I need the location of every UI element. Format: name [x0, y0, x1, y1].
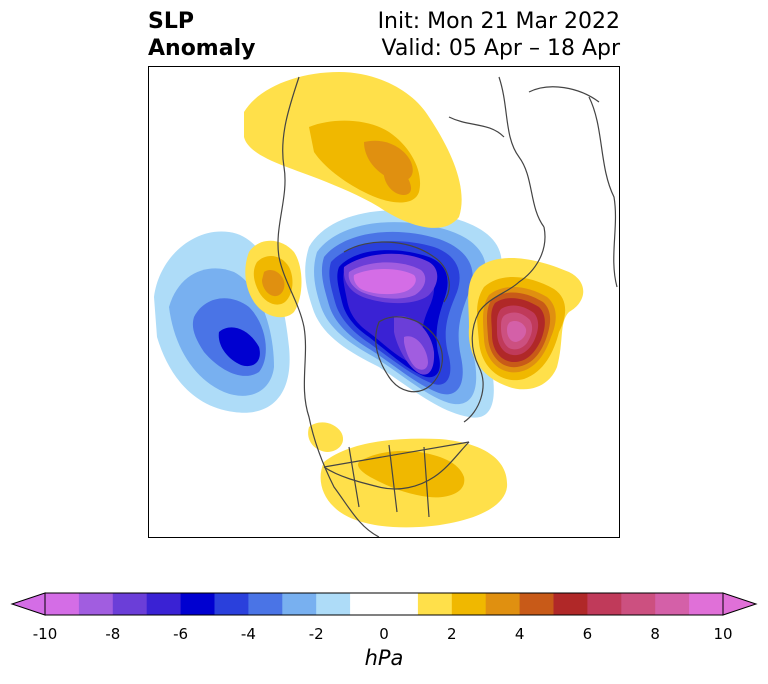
date-info: Init: Mon 21 Mar 2022 Valid: 05 Apr – 18… — [378, 8, 620, 62]
colorbar-tick-label: -4 — [240, 625, 256, 643]
colorbar — [10, 592, 758, 616]
slp-anomaly-map — [148, 66, 620, 538]
canada-low-contours — [305, 210, 502, 418]
colorbar-tick-label: 8 — [650, 625, 660, 643]
colorbar-tick-label: -10 — [32, 625, 58, 643]
colorbar-swatch — [248, 593, 283, 615]
alaska-high-contours — [245, 240, 302, 318]
colorbar-swatch — [214, 593, 249, 615]
colorbar-swatch — [451, 593, 487, 615]
colorbar-swatch — [384, 593, 419, 615]
colorbar-swatch — [350, 593, 385, 615]
colorbar-swatch — [112, 593, 148, 615]
title-line-1: SLP — [148, 9, 194, 34]
atlantic-high-contours — [468, 257, 584, 390]
title-line-2: Anomaly — [148, 36, 256, 61]
colorbar-extend-min — [10, 592, 46, 616]
colorbar-swatch — [282, 593, 317, 615]
colorbar-swatch — [485, 593, 521, 615]
colorbar-tick-label: -6 — [173, 625, 189, 643]
colorbar-swatch — [621, 593, 656, 615]
colorbar-tick-label: -8 — [105, 625, 121, 643]
colorbar-tick-label: 2 — [447, 625, 457, 643]
colorbar-swatch — [587, 593, 622, 615]
colorbar-swatch — [417, 593, 453, 615]
colorbar-swatch — [316, 593, 351, 615]
coastlines — [277, 76, 618, 537]
colorbar-swatch — [180, 593, 215, 615]
colorbar-unit-label: hPa — [364, 646, 404, 670]
colorbar-tick-label: -2 — [308, 625, 324, 643]
colorbar-extend-max — [722, 592, 758, 616]
eastern-us-high-contours — [308, 422, 508, 528]
map-canvas — [154, 72, 618, 537]
colorbar-swatch — [146, 593, 182, 615]
init-date: Init: Mon 21 Mar 2022 — [377, 9, 620, 34]
colorbar-tick-label: 4 — [514, 625, 525, 643]
colorbar-tick-label: 6 — [582, 625, 593, 643]
colorbar-frame — [44, 592, 724, 616]
colorbar-tick-label: 0 — [379, 625, 389, 643]
colorbar-swatch — [519, 593, 554, 615]
chart-title: SLP Anomaly — [148, 8, 255, 62]
valid-range: Valid: 05 Apr – 18 Apr — [381, 36, 621, 61]
colorbar-swatch — [553, 593, 588, 615]
colorbar-tick-label: 10 — [713, 625, 733, 643]
colorbar-swatch — [45, 593, 80, 615]
siberia-high-contours — [244, 72, 462, 228]
colorbar-swatch — [655, 593, 690, 615]
colorbar-swatch — [689, 593, 724, 615]
colorbar-swatch — [78, 593, 114, 615]
